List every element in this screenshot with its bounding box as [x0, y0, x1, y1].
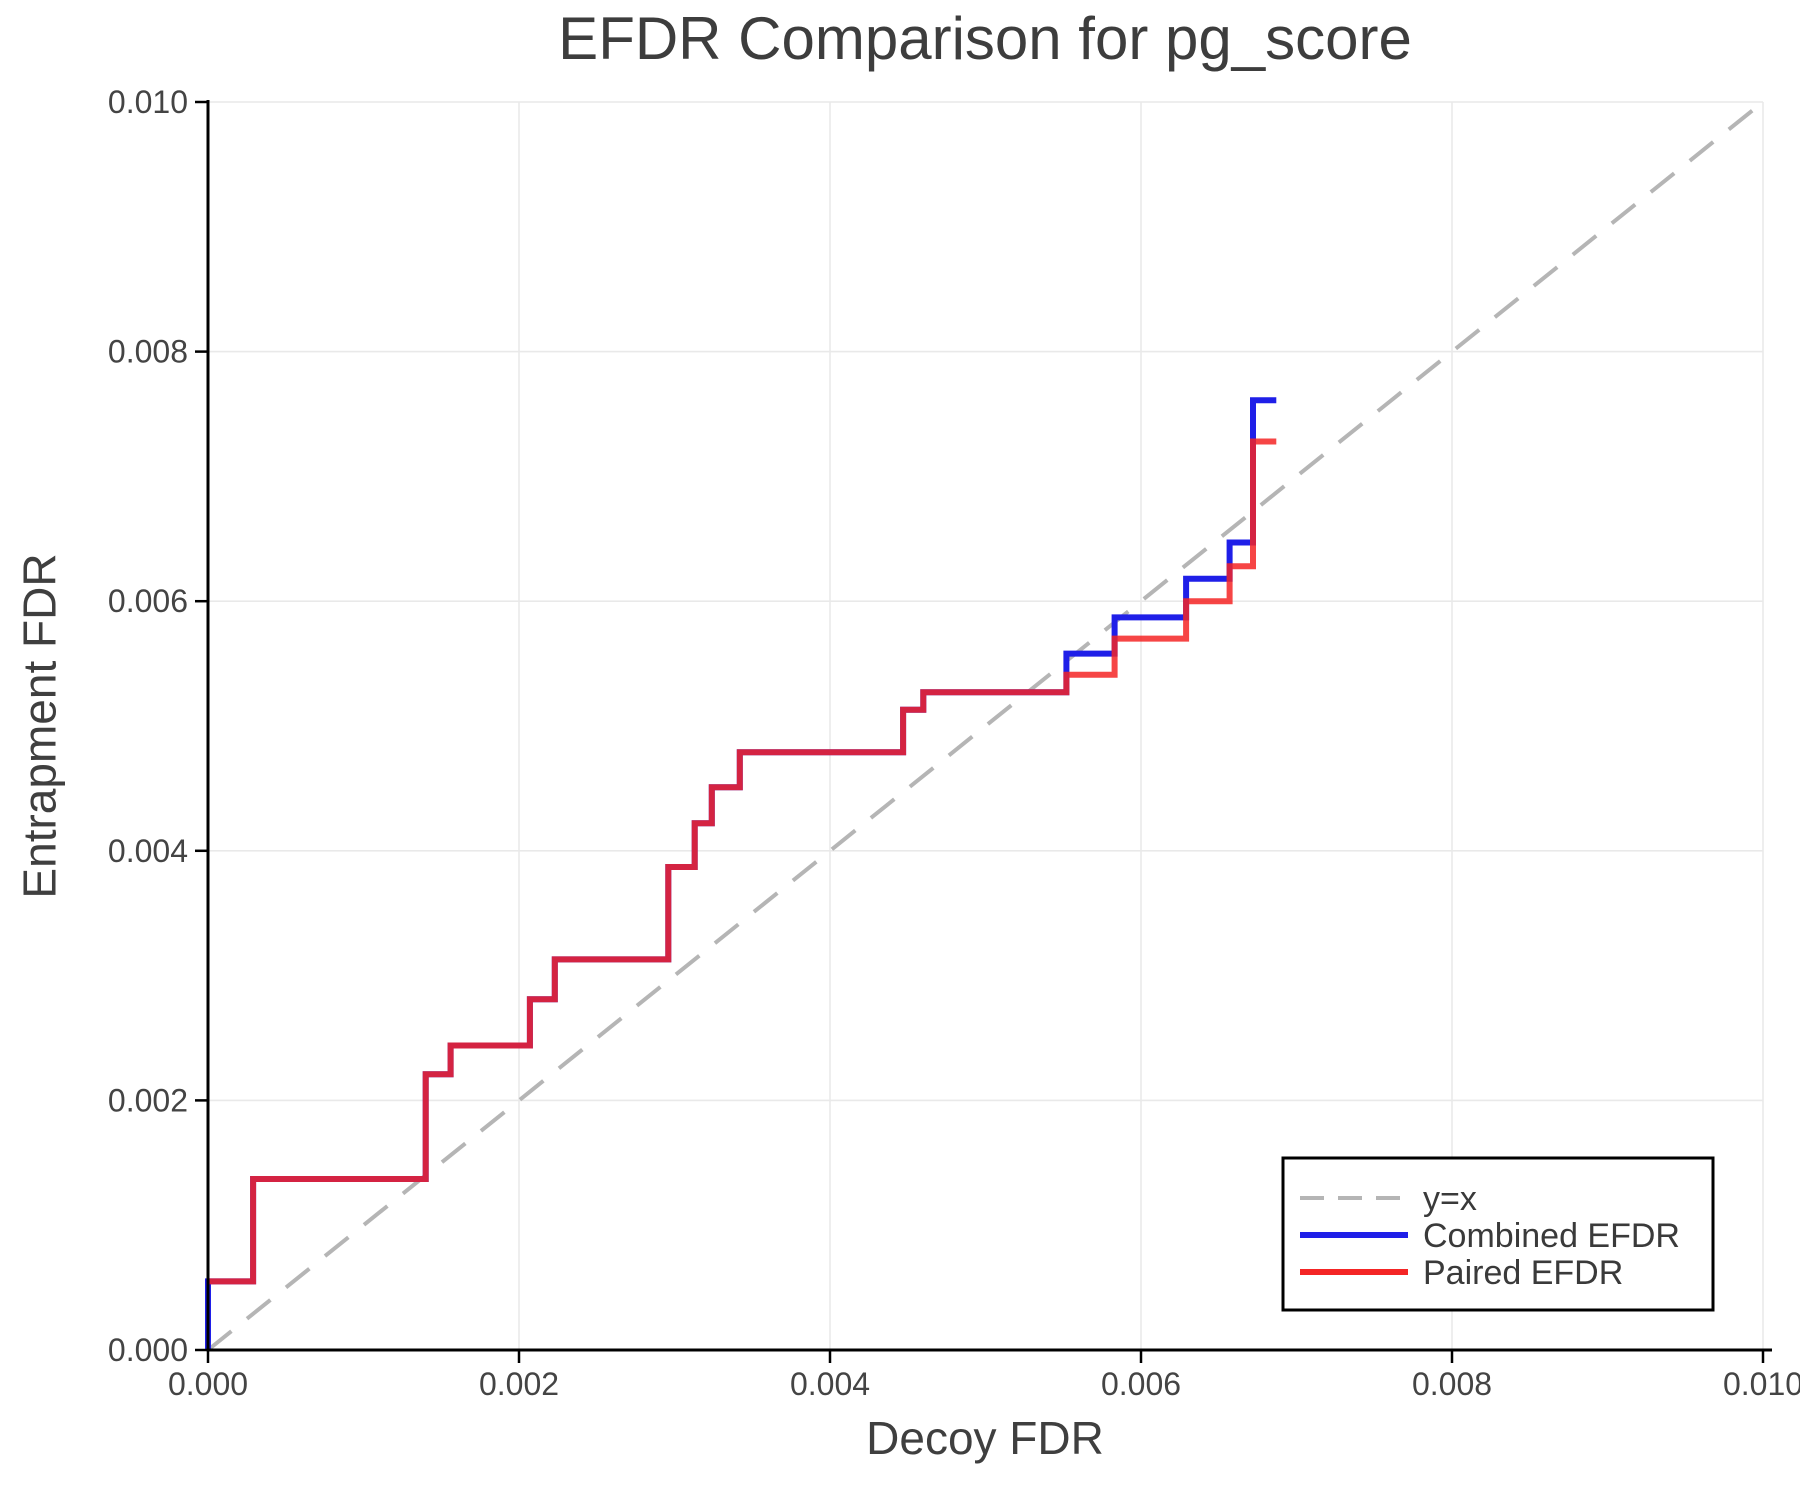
y-tick-label: 0.004	[108, 833, 188, 869]
x-tick-label: 0.000	[168, 1366, 248, 1402]
y-tick-label: 0.008	[108, 334, 188, 370]
x-tick-label: 0.008	[1412, 1366, 1492, 1402]
x-tick-label: 0.006	[1101, 1366, 1181, 1402]
x-axis-label: Decoy FDR	[866, 1412, 1104, 1464]
y-tick-label: 0.006	[108, 583, 188, 619]
y-axis-label: Entrapment FDR	[13, 553, 66, 899]
y-tick-label: 0.000	[108, 1332, 188, 1368]
x-tick-label: 0.010	[1723, 1366, 1800, 1402]
x-tick-label: 0.004	[790, 1366, 870, 1402]
legend-label-y-x: y=x	[1423, 1180, 1477, 1218]
paired-efdr-line	[208, 438, 1277, 1285]
y-x-line	[206, 100, 1765, 1352]
y-tick-label: 0.002	[108, 1082, 188, 1118]
chart-title: EFDR Comparison for pg_score	[558, 5, 1412, 72]
legend-label-paired-efdr: Paired EFDR	[1423, 1254, 1623, 1292]
x-tick-label: 0.002	[479, 1366, 559, 1402]
y-tick-label: 0.010	[108, 84, 188, 120]
combined-efdr-line	[205, 397, 1277, 1350]
legend-label-combined-efdr: Combined EFDR	[1423, 1217, 1680, 1255]
